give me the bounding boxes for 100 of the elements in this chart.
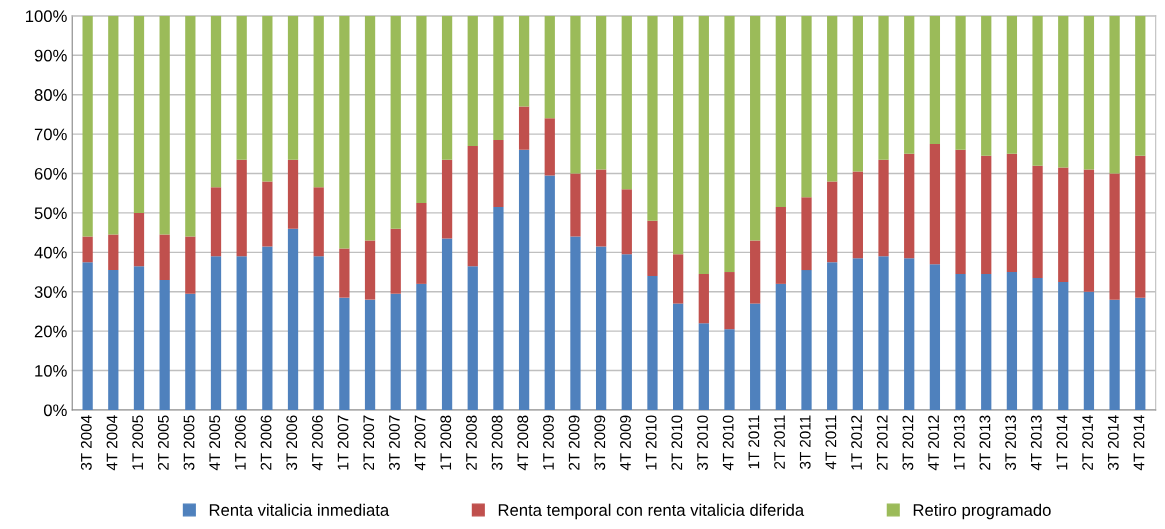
x-tick-label: 3T 2008 <box>491 415 503 471</box>
bar <box>750 303 761 410</box>
bar <box>775 15 786 208</box>
bar <box>570 236 581 410</box>
y-tick-label: 80% <box>34 89 67 101</box>
x-tick-label: 1T 2008 <box>440 415 452 470</box>
bar <box>364 240 376 300</box>
bar <box>852 171 863 259</box>
bar <box>262 15 273 182</box>
x-tick-label: 4T 2013 <box>1030 415 1042 471</box>
bar <box>441 238 453 410</box>
y-tick-label: 0% <box>43 404 67 417</box>
bar <box>827 262 838 410</box>
x-tick-label: 2T 2005 <box>157 415 169 470</box>
bar <box>210 15 222 188</box>
x-tick-label: 3T 2010 <box>697 415 708 471</box>
bar <box>775 283 786 410</box>
bar <box>698 15 709 275</box>
y-tick-label: 70% <box>34 128 67 141</box>
bar <box>698 323 709 410</box>
bar <box>955 274 966 410</box>
bar <box>801 270 812 410</box>
bar <box>82 15 93 237</box>
x-tick-label: 4T 2011 <box>825 415 837 470</box>
bar <box>1032 277 1043 410</box>
bar <box>390 228 401 294</box>
x-tick-label: 1T 2014 <box>1056 415 1068 470</box>
x-tick-label: 4T 2005 <box>209 415 221 471</box>
bar <box>210 256 222 410</box>
bar <box>775 207 786 284</box>
bar <box>390 15 401 229</box>
bar <box>493 140 504 208</box>
bar <box>108 15 119 235</box>
x-tick-label: 2T 2006 <box>260 415 272 470</box>
bar <box>313 15 324 188</box>
y-tick-label: 40% <box>34 246 67 259</box>
bar <box>441 159 453 239</box>
bar <box>133 266 145 410</box>
bar <box>878 159 889 257</box>
bar <box>467 145 478 267</box>
bar <box>750 15 761 241</box>
x-tick-label: 1T 2013 <box>953 415 965 470</box>
bar <box>904 153 915 259</box>
bar <box>673 15 684 255</box>
x-tick-label: 2T 2013 <box>979 415 991 470</box>
bar <box>287 228 299 410</box>
y-tick-label: 20% <box>34 325 67 338</box>
x-tick-label: 3T 2013 <box>1005 415 1017 471</box>
bar <box>339 297 350 410</box>
x-tick-label: 1T 2005 <box>132 415 144 470</box>
bar <box>1032 15 1043 166</box>
x-tick-label: 4T 2007 <box>414 415 426 471</box>
x-tick-label: 3T 2004 <box>80 415 92 471</box>
x-tick-label: 2T 2012 <box>876 415 888 470</box>
bar <box>1135 15 1146 156</box>
bar <box>981 15 992 156</box>
bar <box>518 149 530 410</box>
bar <box>441 15 453 160</box>
bar <box>724 272 735 330</box>
x-tick-label: 1T 2007 <box>337 415 349 470</box>
bar <box>262 246 273 410</box>
bar <box>955 149 966 275</box>
bar <box>1083 291 1095 410</box>
x-tick-label: 2T 2009 <box>568 415 580 470</box>
bar <box>595 246 607 410</box>
bar <box>313 187 324 257</box>
bar <box>1006 15 1018 154</box>
bar <box>236 159 247 257</box>
bar <box>929 15 941 144</box>
x-tick-label: 4T 2006 <box>311 415 323 471</box>
x-tick-label: 1T 2009 <box>543 415 554 470</box>
bar <box>852 258 863 410</box>
bar <box>185 236 196 294</box>
x-tick-label: 3T 2011 <box>799 415 811 469</box>
bar <box>827 15 838 182</box>
bar <box>878 15 889 160</box>
x-tick-label: 4T 2008 <box>517 415 529 471</box>
bar <box>159 234 170 280</box>
bar <box>673 303 684 410</box>
legend-label: Renta temporal con renta vitalicia diferida <box>498 503 805 520</box>
bar <box>1006 153 1018 273</box>
bar <box>390 293 401 410</box>
y-tick-label: 30% <box>34 286 67 298</box>
x-tick-label: 4T 2004 <box>106 415 118 471</box>
bar <box>647 15 658 221</box>
bar <box>159 279 170 410</box>
bar <box>801 15 812 198</box>
x-tick-label: 1T 2006 <box>234 415 246 470</box>
x-tick-label: 3T 2007 <box>389 415 400 471</box>
bar <box>981 274 992 410</box>
bar <box>364 15 376 241</box>
bar <box>595 169 607 247</box>
bar <box>621 254 632 410</box>
bar <box>929 264 941 410</box>
bar <box>1109 299 1120 410</box>
bar <box>133 15 145 213</box>
x-tick-label: 1T 2012 <box>851 415 862 470</box>
bar <box>801 197 812 271</box>
bar <box>904 258 915 410</box>
bar <box>544 118 555 176</box>
